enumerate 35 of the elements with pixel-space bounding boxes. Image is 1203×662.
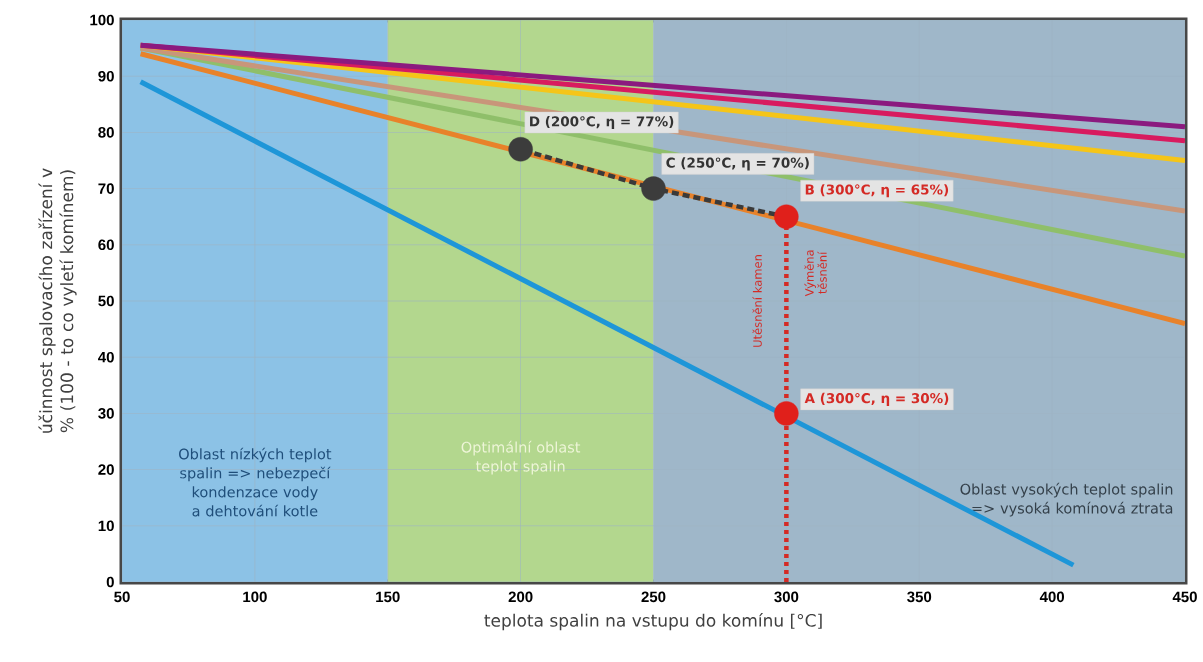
x-tick-label: 50 <box>114 591 130 603</box>
annotation: Utěsnění kamen <box>752 255 762 347</box>
x-tick-label: 300 <box>774 591 799 603</box>
x-tick-label: 250 <box>641 591 666 603</box>
y-tick-label: 30 <box>98 408 114 419</box>
band-label: Oblast nízkých teplot spalin => nebezpečí kondenzace vody a dehtování kotle <box>179 447 332 517</box>
annotation: A (300°C, η = 30%) <box>804 392 949 406</box>
x-tick-label: 450 <box>1172 591 1197 603</box>
y-tick-label: 0 <box>106 576 114 588</box>
x-tick-label: 150 <box>376 591 400 603</box>
x-tick-label: 100 <box>243 591 267 603</box>
y-tick-label: 10 <box>98 520 114 532</box>
point <box>774 401 799 426</box>
y-axis-title: účinnost spalovacího zařízení v % (100 - to co vyletí komínem) <box>38 168 77 433</box>
x-tick-label: 200 <box>508 591 533 603</box>
y-tick-label: 40 <box>98 351 114 363</box>
point <box>508 137 533 162</box>
y-tick-label: 70 <box>98 183 114 194</box>
band-label: Oblast vysokých teplot spalin => vysoká komínová ztrata <box>960 482 1173 517</box>
y-tick-label: 80 <box>98 127 114 138</box>
y-tick-label: 60 <box>98 239 114 251</box>
annotation: Výměna těsnění <box>804 250 827 297</box>
x-tick-label: 400 <box>1039 591 1065 603</box>
y-tick-label: 20 <box>98 464 114 475</box>
x-tick-label: 350 <box>907 591 932 603</box>
annotation: C (250°C, η = 70%) <box>666 157 809 171</box>
band-label: Optimální oblast teplot spalin <box>461 440 581 475</box>
annotation: D (200°C, η = 77%) <box>530 116 674 130</box>
y-tick-label: 100 <box>90 14 114 26</box>
y-tick-label: 90 <box>98 70 114 82</box>
point <box>774 204 799 229</box>
annotation: B (300°C, η = 65%) <box>805 184 949 198</box>
x-axis-title: teplota spalin na vstupu do komínu [°C] <box>484 613 822 631</box>
y-tick-label: 50 <box>98 295 114 307</box>
point <box>641 176 666 201</box>
